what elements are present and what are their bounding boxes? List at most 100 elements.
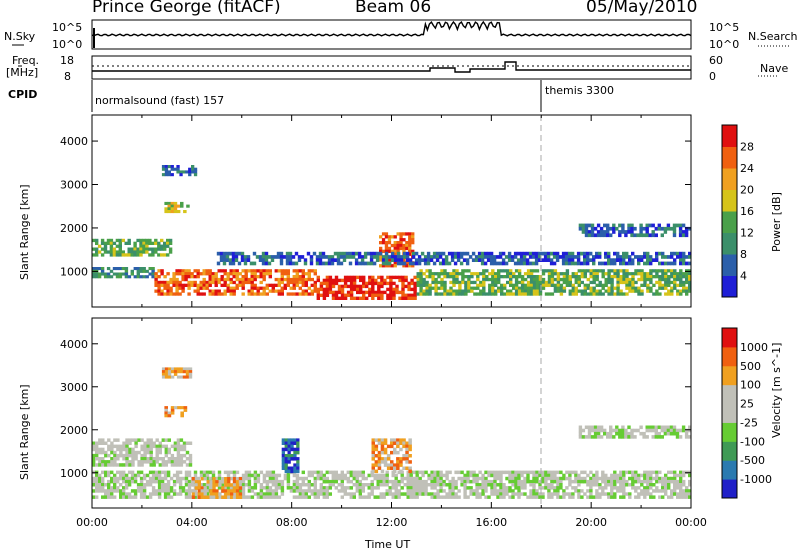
velocity-cell xyxy=(268,486,273,490)
velocity-cell xyxy=(180,406,184,410)
power-cell xyxy=(142,250,146,254)
power-cell xyxy=(166,283,170,287)
power-cell xyxy=(453,255,458,259)
power-cell xyxy=(604,283,608,287)
velocity-cell xyxy=(232,486,237,490)
velocity-cell xyxy=(388,492,392,496)
power-cell xyxy=(295,269,299,273)
velocity-cell xyxy=(352,492,356,496)
power-cell xyxy=(473,272,477,276)
power-cell xyxy=(389,293,393,297)
velocity-cell xyxy=(481,483,485,487)
velocity-cell xyxy=(405,466,409,470)
power-cell xyxy=(240,258,245,262)
velocity-cell xyxy=(95,473,99,478)
power-cell xyxy=(229,286,233,290)
velocity-cell xyxy=(396,466,400,470)
power-cell xyxy=(404,275,408,280)
velocity-cell xyxy=(281,454,285,458)
power-cell xyxy=(381,258,386,262)
nsearch-label: N.Search xyxy=(748,30,798,43)
power-cell xyxy=(336,258,341,262)
power-cell xyxy=(340,290,345,295)
velocity-cell xyxy=(424,486,428,490)
velocity-cell xyxy=(631,483,635,487)
power-cell xyxy=(604,261,608,266)
power-cell xyxy=(664,283,668,287)
power-echo-region xyxy=(316,275,417,300)
velocity-cell xyxy=(571,495,575,499)
velocity-cell xyxy=(244,476,249,481)
velocity-cell xyxy=(637,486,641,490)
power-cell xyxy=(580,280,584,285)
power-cell xyxy=(643,280,647,285)
velocity-cell xyxy=(547,495,551,499)
velocity-cell xyxy=(175,476,180,481)
power-cell xyxy=(103,250,108,254)
power-cell xyxy=(229,272,233,276)
power-cell xyxy=(682,289,686,293)
power-cell xyxy=(497,286,501,290)
velocity-cell xyxy=(175,479,180,484)
velocity-cell xyxy=(682,470,686,475)
velocity-cell xyxy=(235,480,240,484)
velocity-cell xyxy=(128,453,132,458)
power-cell xyxy=(473,286,477,290)
velocity-cell xyxy=(205,473,210,478)
power-cell xyxy=(164,207,168,211)
power-cell xyxy=(688,269,692,273)
velocity-cell xyxy=(634,489,638,493)
power-cell xyxy=(225,258,230,262)
power-cell xyxy=(513,255,518,259)
velocity-cell xyxy=(478,470,482,475)
power-cell xyxy=(625,283,629,287)
power-cell xyxy=(483,261,488,266)
velocity-cell xyxy=(517,495,521,499)
power-cell xyxy=(482,292,486,296)
velocity-cell xyxy=(146,438,150,442)
velocity-cell xyxy=(402,441,406,445)
velocity-cell xyxy=(191,495,196,499)
power-cell xyxy=(449,272,453,276)
velocity-cell xyxy=(355,489,359,493)
power-cell xyxy=(580,292,584,296)
velocity-cell xyxy=(163,495,168,499)
velocity-cell xyxy=(116,438,120,442)
power-cell xyxy=(387,246,392,251)
power-cell xyxy=(231,255,236,259)
power-cell xyxy=(458,292,462,296)
velocity-cell xyxy=(406,483,410,487)
velocity-cell xyxy=(113,483,117,487)
power-cell xyxy=(559,272,564,276)
velocity-cell xyxy=(149,438,153,442)
power-cell xyxy=(250,275,254,279)
power-cell xyxy=(598,292,602,296)
velocity-cell xyxy=(337,473,341,478)
power-cell xyxy=(651,223,655,228)
velocity-cell xyxy=(122,486,126,490)
velocity-cell xyxy=(607,492,611,496)
velocity-cell xyxy=(571,470,575,475)
velocity-cell xyxy=(445,492,449,496)
velocity-cell xyxy=(666,431,671,436)
power-cell xyxy=(480,255,485,259)
velocity-cell xyxy=(532,492,536,496)
velocity-cell xyxy=(581,428,586,433)
velocity-cell xyxy=(544,479,548,484)
power-cell xyxy=(610,269,614,273)
velocity-cell xyxy=(136,489,141,493)
power-cell xyxy=(154,277,158,282)
velocity-cell xyxy=(505,486,509,490)
velocity-cell xyxy=(643,495,647,499)
velocity-cell xyxy=(322,486,326,490)
power-cell xyxy=(118,241,122,245)
velocity-cell xyxy=(427,473,431,478)
power-cell xyxy=(477,258,482,262)
velocity-cell xyxy=(113,453,117,458)
velocity-cell xyxy=(520,470,524,475)
power-cell xyxy=(565,280,570,285)
power-cell xyxy=(425,283,429,287)
power-cell xyxy=(232,275,236,279)
power-cell xyxy=(535,277,540,282)
power-cell xyxy=(220,269,224,273)
